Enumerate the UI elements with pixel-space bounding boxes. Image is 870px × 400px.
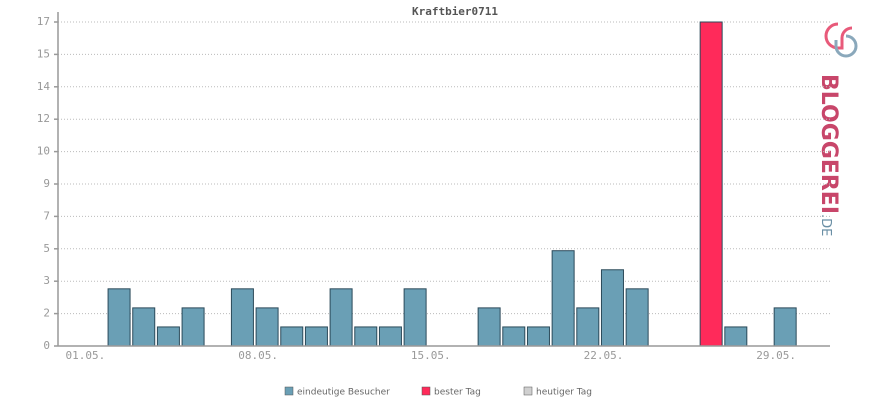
x-tick-label: 15.05. — [411, 349, 451, 362]
y-tick-label: 9 — [43, 177, 50, 190]
y-tick-label: 17 — [37, 15, 50, 28]
bar — [156, 326, 180, 347]
bar — [378, 326, 402, 347]
y-tick-label: 15 — [37, 47, 50, 60]
bar — [230, 288, 254, 347]
logo-icon — [834, 34, 858, 58]
bar — [403, 288, 427, 347]
bar — [526, 326, 550, 347]
bar — [551, 250, 575, 347]
x-tick-label: 22.05. — [584, 349, 624, 362]
y-tick-label: 7 — [43, 209, 50, 222]
legend-label: heutiger Tag — [536, 388, 592, 398]
bar — [600, 269, 624, 347]
bar — [107, 288, 131, 347]
bar — [132, 307, 156, 347]
logo-text: BLOGGEREI.DE — [816, 74, 841, 236]
bar — [329, 288, 353, 347]
bar — [280, 326, 304, 347]
legend-label: eindeutige Besucher — [297, 388, 390, 398]
y-tick-label: 3 — [43, 274, 50, 287]
bar — [724, 326, 748, 347]
legend-swatch — [284, 386, 294, 396]
y-tick-label: 12 — [37, 112, 50, 125]
logo-name: BLOGGEREI — [816, 74, 841, 214]
bar — [699, 21, 723, 347]
x-tick-label: 29.05. — [756, 349, 796, 362]
bar — [304, 326, 328, 347]
y-tick-label: 0 — [43, 339, 50, 352]
bar — [181, 307, 205, 347]
y-tick-label: 14 — [37, 80, 51, 93]
y-tick-label: 5 — [43, 242, 50, 255]
logo: BLOGGEREI.DE — [816, 22, 858, 236]
x-tick-label: 01.05. — [66, 349, 106, 362]
y-tick-label: 10 — [37, 145, 50, 158]
legend-swatch — [421, 386, 431, 396]
bar — [625, 288, 649, 347]
legend-swatch — [523, 386, 533, 396]
y-tick-label: 2 — [43, 307, 50, 320]
bar — [576, 307, 600, 347]
bar — [477, 307, 501, 347]
logo-suffix: .DE — [818, 214, 833, 236]
bar — [354, 326, 378, 347]
bar — [502, 326, 526, 347]
bar — [255, 307, 279, 347]
logo-icon — [824, 22, 853, 50]
x-tick-label: 08.05. — [238, 349, 278, 362]
legend-label: bester Tag — [434, 388, 481, 398]
chart-title: Kraftbier0711 — [412, 5, 498, 18]
bar — [773, 307, 797, 347]
